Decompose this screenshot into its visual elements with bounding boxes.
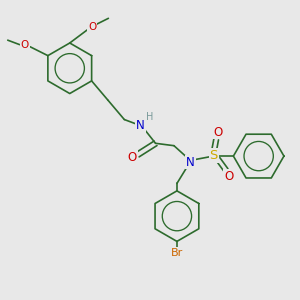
Text: H: H [146,112,154,122]
Text: O: O [88,22,96,32]
Text: O: O [224,170,234,183]
Text: Br: Br [171,248,183,258]
Text: O: O [128,151,137,164]
Text: O: O [213,125,223,139]
Text: S: S [210,149,218,162]
Text: N: N [136,119,145,132]
Text: O: O [21,40,29,50]
Text: N: N [186,155,195,169]
